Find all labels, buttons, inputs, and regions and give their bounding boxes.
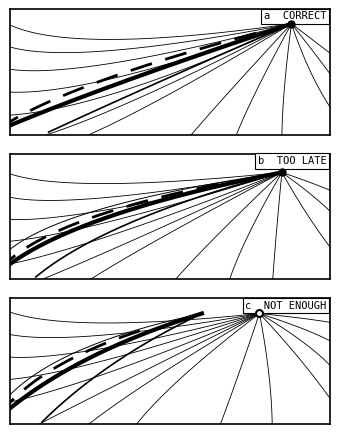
Text: c  NOT ENOUGH: c NOT ENOUGH <box>245 301 327 311</box>
Text: b  TOO LATE: b TOO LATE <box>258 156 327 166</box>
Text: a  CORRECT: a CORRECT <box>264 11 327 21</box>
